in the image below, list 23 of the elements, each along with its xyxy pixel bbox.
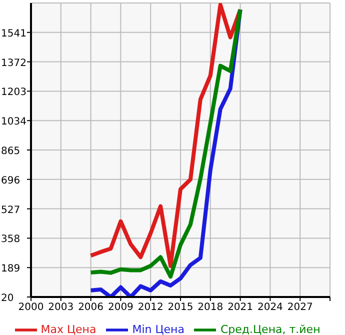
- y-tick-label: 696: [1, 175, 20, 186]
- legend-label: Сред.Цена, т.йен: [220, 323, 320, 335]
- legend-label: Min Цена: [132, 323, 184, 335]
- y-tick-label: 1203: [1, 87, 26, 98]
- y-tick-label: 20: [1, 293, 14, 304]
- x-tick-label: 2021: [228, 302, 254, 314]
- x-tick-label: 2000: [18, 302, 44, 314]
- y-tick-label: 189: [1, 264, 20, 275]
- y-tick-label: 1372: [1, 58, 26, 69]
- y-tick-label: 1034: [1, 116, 26, 128]
- y-tick-label: 865: [1, 146, 20, 157]
- x-tick-label: 2006: [78, 302, 104, 314]
- y-tick-label: 527: [1, 204, 20, 216]
- legend-label: Max Цена: [40, 323, 96, 335]
- x-tick-label: 2027: [287, 302, 313, 314]
- y-tick-label: 1541: [1, 28, 26, 40]
- x-tick-label: 2018: [198, 302, 224, 314]
- x-tick-label: 2015: [168, 302, 194, 314]
- x-tick-label: 2009: [108, 302, 134, 314]
- y-tick-label: 358: [1, 234, 20, 246]
- x-tick-label: 2012: [138, 302, 164, 314]
- x-tick-label: 2003: [48, 302, 74, 314]
- x-tick-label: 2024: [257, 302, 283, 314]
